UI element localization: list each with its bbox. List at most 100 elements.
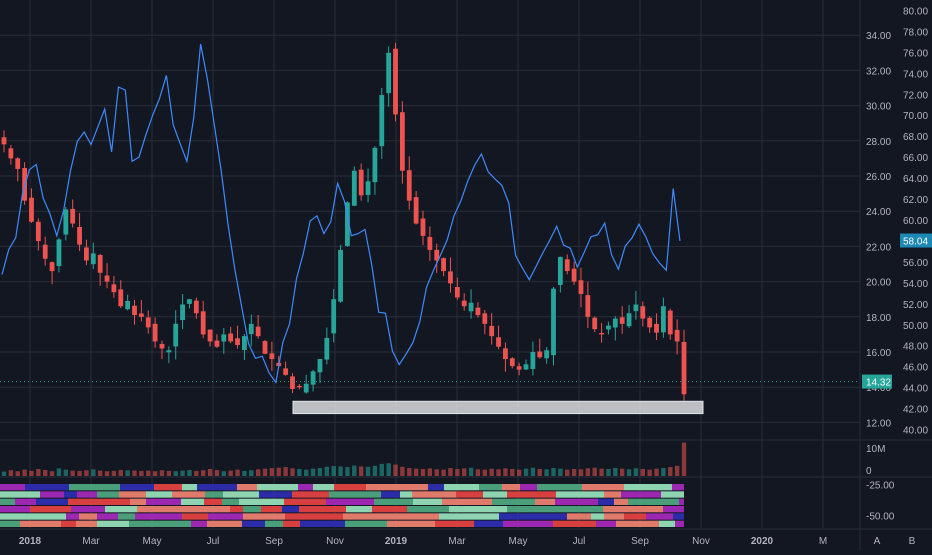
volume-bar xyxy=(482,469,488,476)
oscillator-segment xyxy=(259,491,292,498)
oscillator-segment xyxy=(474,520,503,527)
volume-bar xyxy=(365,466,371,476)
volume-bar xyxy=(91,469,96,476)
volume-bar xyxy=(125,470,130,476)
candle-body xyxy=(193,300,199,314)
oscillator-segment xyxy=(387,520,412,527)
current-price-text: 14.32 xyxy=(866,378,891,389)
overlay-tick-label: 64.00 xyxy=(903,174,928,185)
price-pane[interactable] xyxy=(0,42,860,415)
volume-bar xyxy=(269,468,275,476)
oscillator-segment xyxy=(456,491,483,498)
oscillator-segment xyxy=(614,498,628,505)
candle-body xyxy=(461,300,467,307)
candle-body xyxy=(8,148,14,159)
overlay-series-line xyxy=(1,43,681,384)
volume-bar xyxy=(613,468,618,476)
oscillator-segment xyxy=(239,498,284,505)
candle-body xyxy=(125,300,131,310)
oscillator-segment xyxy=(0,506,30,513)
volume-bar xyxy=(496,469,501,476)
oscillator-segment xyxy=(649,484,672,491)
oscillator-segment xyxy=(222,498,239,505)
candle-body xyxy=(667,310,673,335)
volume-bar xyxy=(338,466,343,476)
volume-bar xyxy=(276,467,281,476)
oscillator-segment xyxy=(0,520,20,527)
candle-body xyxy=(324,337,330,360)
candle-body xyxy=(84,247,89,261)
volume-tick-label: 10M xyxy=(866,444,885,455)
oscillator-segment xyxy=(223,491,259,498)
candle-body xyxy=(118,289,124,307)
oscillator-segment xyxy=(45,513,66,520)
volume-bar xyxy=(393,464,398,476)
candle-body xyxy=(221,334,227,342)
candle-body xyxy=(35,221,41,242)
oscillator-segment xyxy=(479,484,502,491)
oscillator-segment xyxy=(299,506,346,513)
oscillator-segment xyxy=(135,513,182,520)
volume-tick-label: 0 xyxy=(866,466,872,477)
oscillator-segment xyxy=(663,506,684,513)
candle-body xyxy=(674,329,680,342)
candle-body xyxy=(654,323,659,333)
volume-bar xyxy=(681,442,687,476)
volume-bar xyxy=(228,470,233,476)
candle-body xyxy=(681,341,687,395)
oscillator-segment xyxy=(265,520,283,527)
volume-bar xyxy=(619,468,625,476)
overlay-tick-label: 80.00 xyxy=(903,6,928,17)
oscillator-segment xyxy=(261,506,282,513)
oscillator-segment xyxy=(137,506,164,513)
candle-body xyxy=(523,364,529,370)
volume-bar xyxy=(207,469,213,476)
oscillator-pane[interactable] xyxy=(0,484,684,527)
oscillator-segment xyxy=(646,513,673,520)
volume-bar xyxy=(111,470,117,476)
volume-bar xyxy=(104,471,110,476)
oscillator-segment xyxy=(154,484,182,491)
candle-body xyxy=(420,218,426,236)
candle-body xyxy=(132,305,137,316)
volume-bar xyxy=(139,470,144,476)
candle-body xyxy=(358,169,364,196)
oscillator-segment xyxy=(591,513,604,520)
candle-body xyxy=(345,202,350,246)
oscillator-segment xyxy=(300,520,345,527)
volume-bar xyxy=(297,469,302,476)
time-tick-label: Nov xyxy=(326,536,344,547)
oscillator-segment xyxy=(527,513,567,520)
candle-body xyxy=(90,253,96,265)
time-tick-label: Sep xyxy=(265,536,283,547)
oscillator-segment xyxy=(673,513,684,520)
candle-body xyxy=(434,249,440,261)
candle-body xyxy=(571,268,577,282)
oscillator-segment xyxy=(243,513,285,520)
volume-bar xyxy=(290,468,295,476)
oscillator-segment xyxy=(483,491,507,498)
candle-body xyxy=(207,329,213,342)
oscillator-segment xyxy=(209,506,230,513)
grid xyxy=(0,0,860,528)
volume-pane[interactable] xyxy=(1,442,687,476)
volume-bar xyxy=(352,465,357,476)
volume-bar xyxy=(358,466,364,476)
oscillator-segment xyxy=(502,484,520,491)
oscillator-segment xyxy=(412,491,437,498)
volume-bar xyxy=(1,471,7,476)
oscillator-segment xyxy=(191,520,207,527)
overlay-tick-label: 72.00 xyxy=(903,90,928,101)
bar-scale-icon[interactable]: B xyxy=(909,536,916,547)
oscillator-segment xyxy=(105,506,137,513)
oscillator-segment xyxy=(146,491,172,498)
price-tick-label: 22.00 xyxy=(866,242,891,253)
time-tick-label: 2020 xyxy=(751,536,774,547)
auto-scale-icon[interactable]: A xyxy=(874,536,881,547)
volume-bar xyxy=(29,470,34,476)
volume-bar xyxy=(36,469,41,476)
candle-body xyxy=(159,343,165,349)
oscillator-segment xyxy=(604,513,624,520)
